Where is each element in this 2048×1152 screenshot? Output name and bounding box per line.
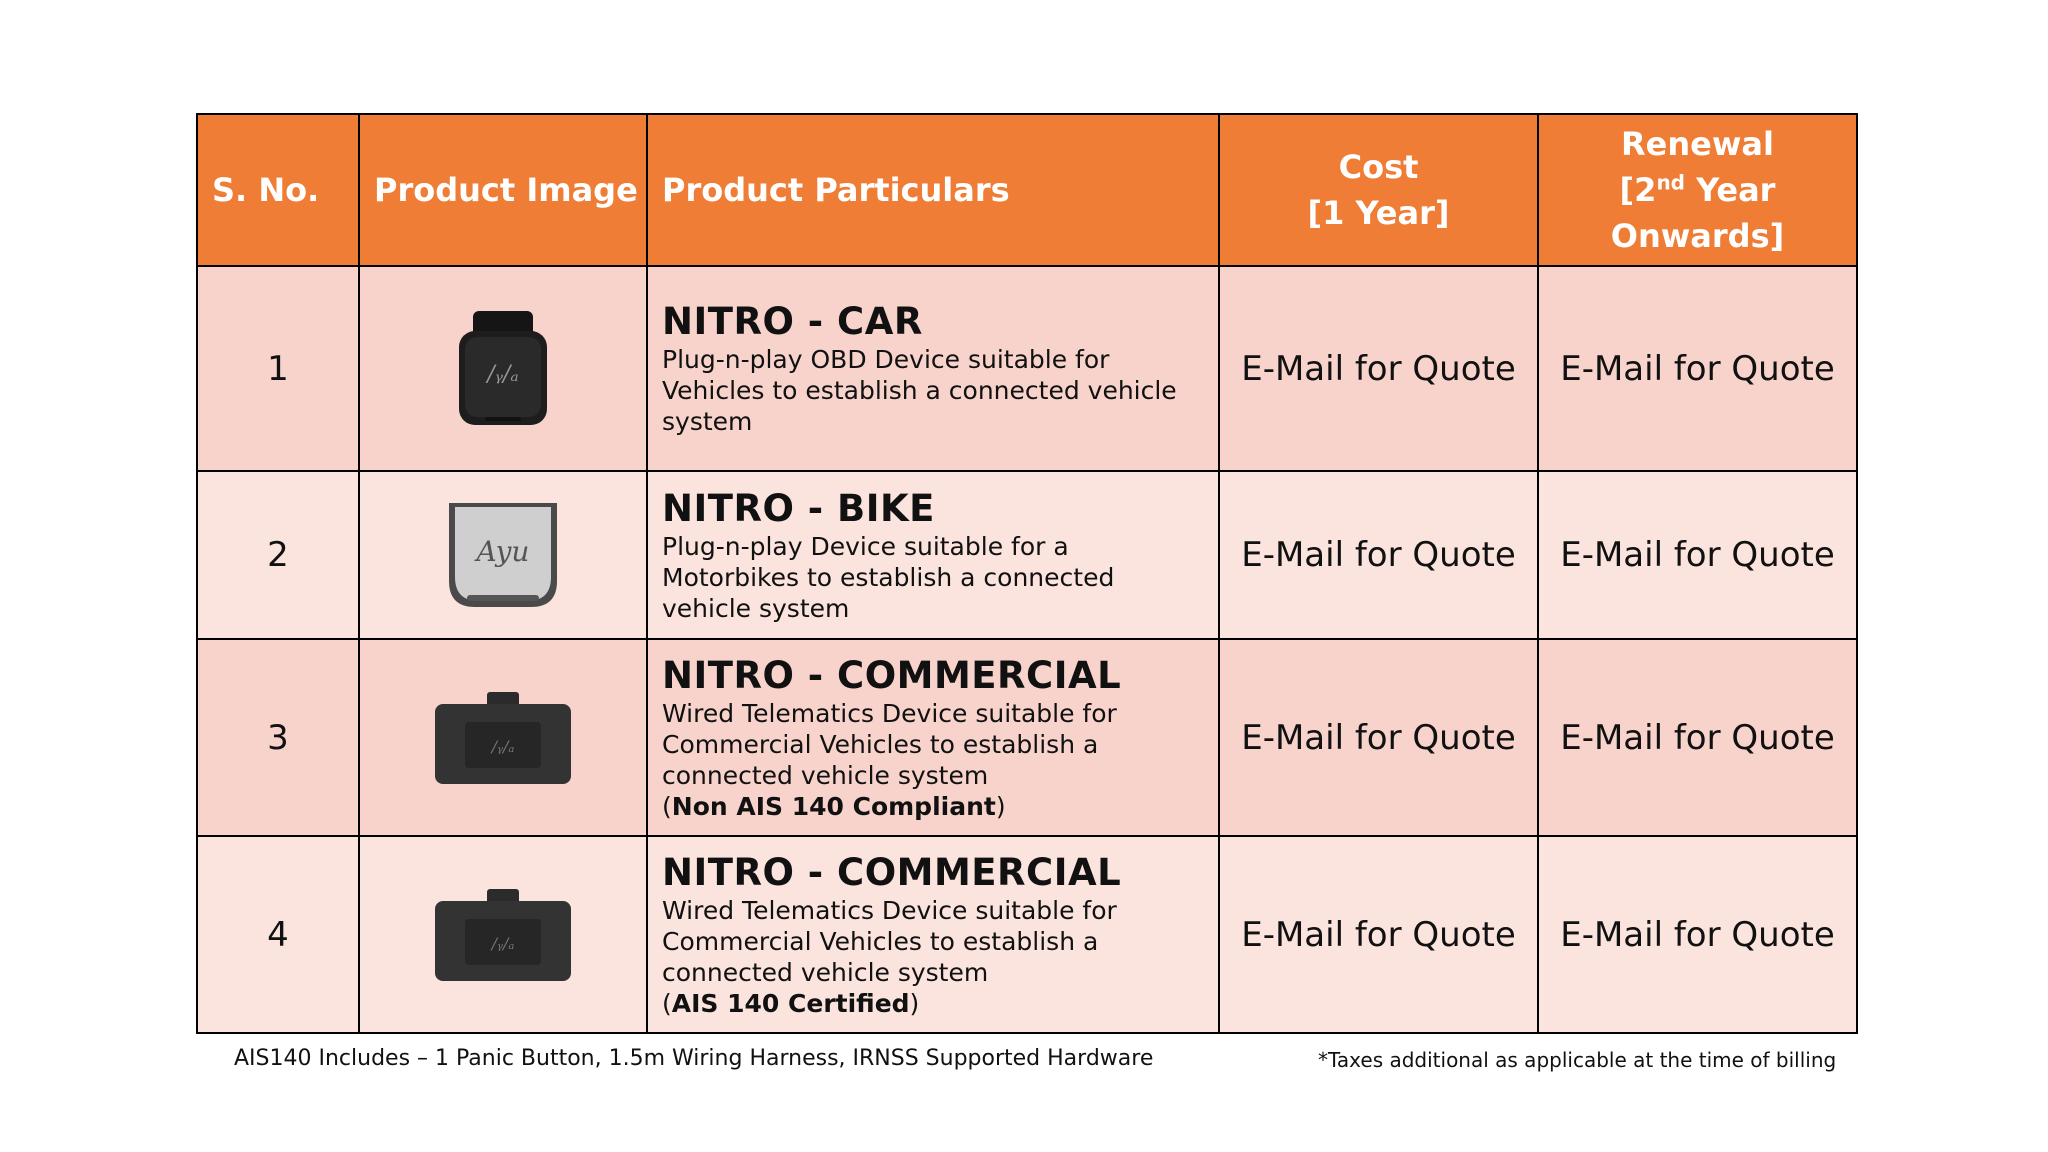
product-image-cell: /ᵧ/ₐ	[358, 265, 648, 472]
obd-device-icon: /ᵧ/ₐ	[459, 310, 547, 425]
svg-text:/ᵧ/ₐ: /ᵧ/ₐ	[490, 934, 515, 953]
header-renewal-pre: [2	[1619, 171, 1657, 209]
header-cost: Cost [1 Year]	[1218, 113, 1539, 267]
product-description: Plug-n-play OBD Device suitable for Vehi…	[662, 345, 1177, 436]
svg-text:Ayu: Ayu	[474, 535, 530, 568]
product-name: NITRO - BIKE	[662, 486, 935, 530]
product-name: NITRO - CAR	[662, 300, 923, 343]
telematics-device-icon: /ᵧ/ₐ	[435, 691, 571, 784]
compliance-note: (AIS 140 Certified)	[662, 988, 1208, 1019]
product-description: Wired Telematics Device suitable for Com…	[662, 698, 1117, 790]
header-renewal-line3: Onwards]	[1610, 217, 1785, 255]
header-product-image: Product Image	[358, 113, 648, 267]
compliance-close: )	[909, 988, 920, 1018]
product-image-cell: /ᵧ/ₐ	[358, 638, 648, 837]
compliance-text: AIS 140 Certified	[671, 988, 910, 1018]
cost-cell: E-Mail for Quote	[1218, 265, 1539, 472]
header-renewal-line1: Renewal	[1621, 125, 1774, 163]
svg-text:/ᵧ/ₐ: /ᵧ/ₐ	[490, 737, 515, 756]
cost-cell: E-Mail for Quote	[1218, 835, 1539, 1034]
renewal-cell: E-Mail for Quote	[1537, 265, 1858, 472]
telematics-device-icon: /ᵧ/ₐ	[435, 888, 571, 981]
compliance-text: Non AIS 140 Compliant	[671, 791, 996, 821]
svg-text:/ᵧ/ₐ: /ᵧ/ₐ	[485, 362, 518, 387]
product-particulars-cell: NITRO - COMMERCIAL Wired Telematics Devi…	[646, 835, 1220, 1034]
header-product-particulars: Product Particulars	[646, 113, 1220, 267]
compliance-note: (Non AIS 140 Compliant)	[662, 791, 1208, 822]
header-sno: S. No.	[196, 113, 360, 267]
table-row: 1 /ᵧ/ₐ NITRO - CAR Plug-n-play OBD Devic…	[196, 265, 1858, 472]
cost-cell: E-Mail for Quote	[1218, 638, 1539, 837]
pricing-table: S. No. Product Image Product Particulars…	[196, 113, 1858, 1034]
renewal-cell: E-Mail for Quote	[1537, 638, 1858, 837]
row-sno: 3	[196, 638, 360, 837]
product-description: Wired Telematics Device suitable for Com…	[662, 895, 1117, 987]
product-particulars-cell: NITRO - CAR Plug-n-play OBD Device suita…	[646, 265, 1220, 472]
table-row: 2 Ayu NITRO - BIKE Plug-n-play Device su…	[196, 470, 1858, 640]
product-description: Plug-n-play Device suitable for a Motorb…	[662, 531, 1115, 623]
table-row: 3 /ᵧ/ₐ NITRO - COMMERCIAL Wired Telemati…	[196, 638, 1858, 837]
header-cost-line1: Cost	[1338, 148, 1419, 186]
row-sno: 4	[196, 835, 360, 1034]
bike-device-icon: Ayu	[449, 503, 557, 607]
product-name: NITRO - COMMERCIAL	[662, 850, 1122, 894]
footer-ais140-note: AIS140 Includes – 1 Panic Button, 1.5m W…	[234, 1046, 1154, 1071]
pricing-table-container: S. No. Product Image Product Particulars…	[196, 113, 1858, 1034]
header-renewal-sup: nd	[1656, 170, 1685, 195]
compliance-open: (	[662, 988, 672, 1018]
product-particulars-cell: NITRO - COMMERCIAL Wired Telematics Devi…	[646, 638, 1220, 837]
table-row: 4 /ᵧ/ₐ NITRO - COMMERCIAL Wired Telemati…	[196, 835, 1858, 1034]
header-cost-line2: [1 Year]	[1307, 194, 1450, 232]
product-name: NITRO - COMMERCIAL	[662, 653, 1122, 697]
product-particulars-cell: NITRO - BIKE Plug-n-play Device suitable…	[646, 470, 1220, 640]
header-renewal-post: Year	[1685, 171, 1776, 209]
header-renewal: Renewal [2nd Year Onwards]	[1537, 113, 1858, 267]
cost-cell: E-Mail for Quote	[1218, 470, 1539, 640]
compliance-close: )	[995, 791, 1006, 821]
footer-taxes-note: *Taxes additional as applicable at the t…	[1318, 1048, 1837, 1072]
row-sno: 2	[196, 470, 360, 640]
table-header-row: S. No. Product Image Product Particulars…	[196, 113, 1858, 267]
product-image-cell: Ayu	[358, 470, 648, 640]
row-sno: 1	[196, 265, 360, 472]
compliance-open: (	[662, 791, 672, 821]
product-image-cell: /ᵧ/ₐ	[358, 835, 648, 1034]
renewal-cell: E-Mail for Quote	[1537, 470, 1858, 640]
renewal-cell: E-Mail for Quote	[1537, 835, 1858, 1034]
